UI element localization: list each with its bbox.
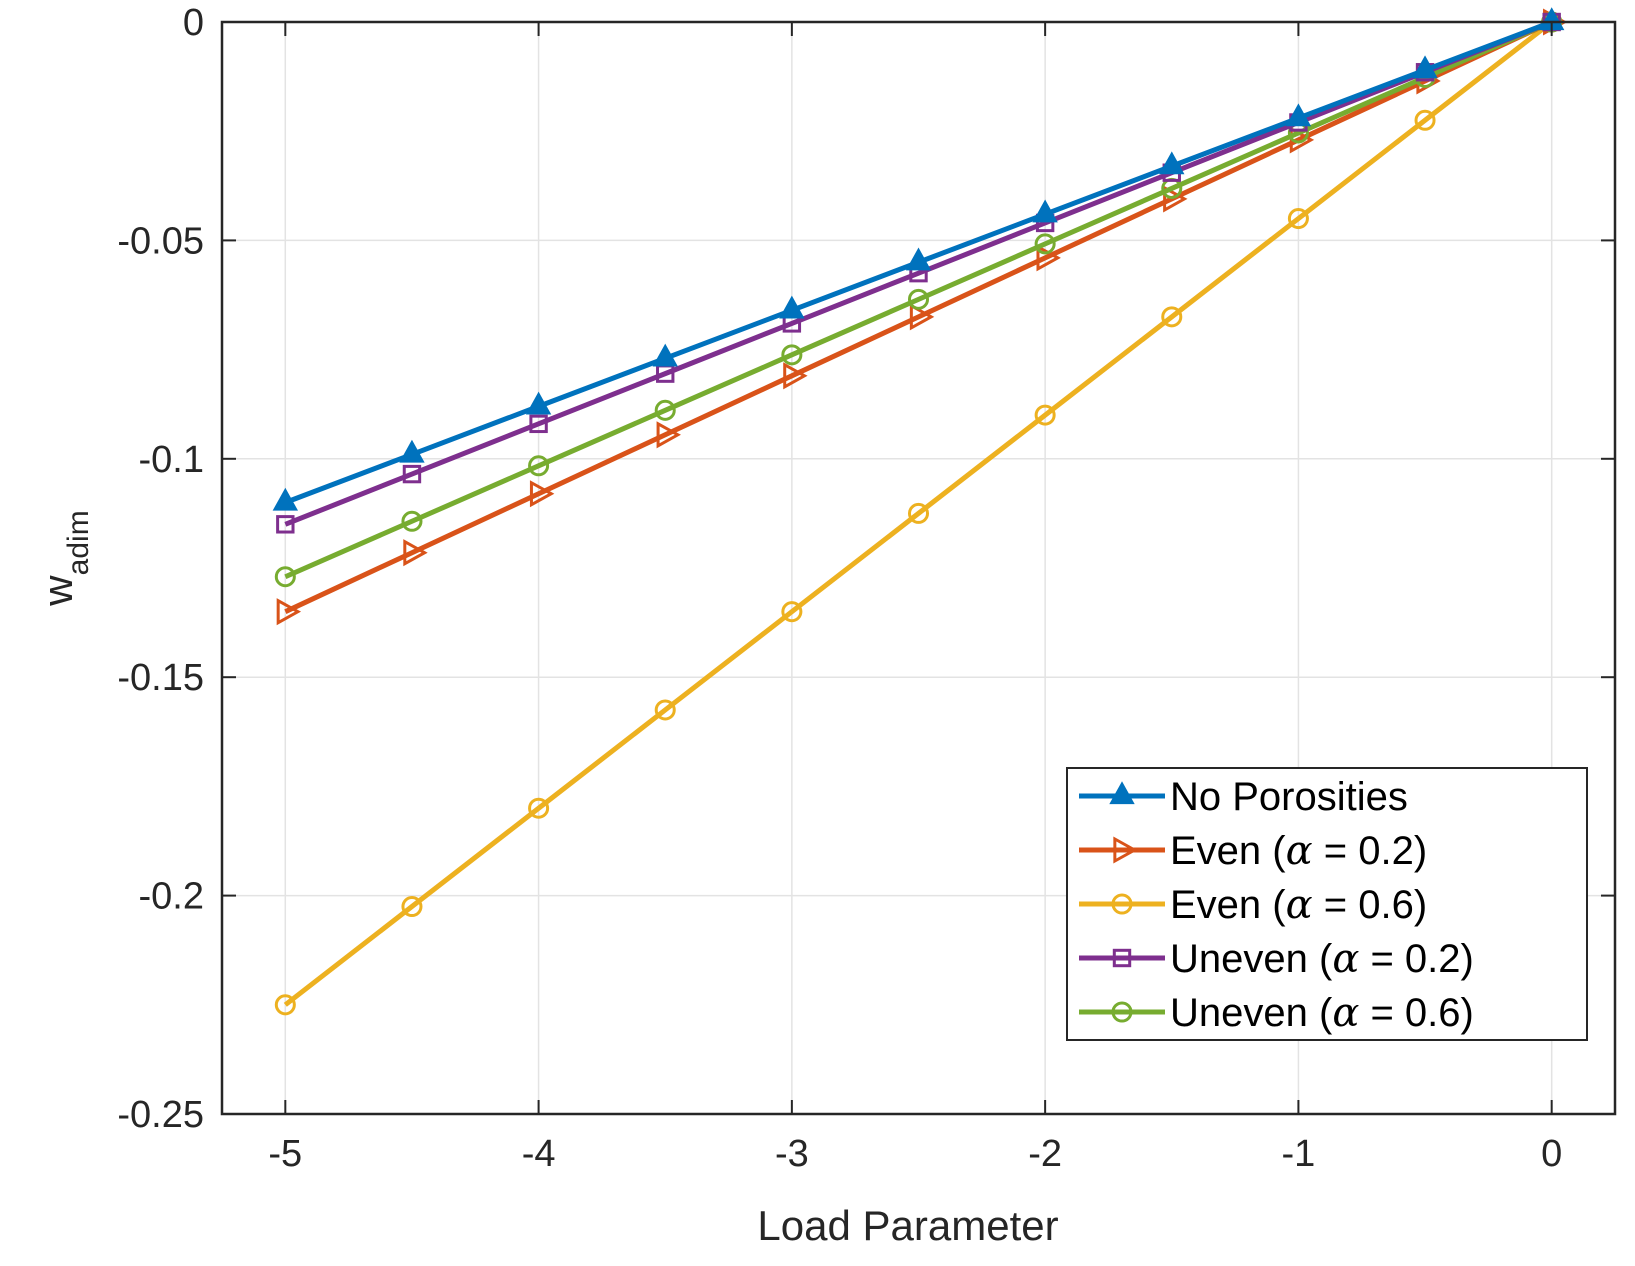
- data-point: [272, 487, 299, 511]
- y-axis-label-main: w: [34, 575, 81, 607]
- legend-label: No Porosities: [1170, 775, 1408, 819]
- x-tick-label: -1: [1282, 1133, 1316, 1175]
- data-point: [401, 896, 423, 918]
- series-line: [284, 19, 1553, 580]
- data-point: [401, 510, 423, 532]
- legend-label-alpha: α: [1332, 936, 1359, 982]
- tick-labels: -5 -4 -3 -2 -1 0 0 -0.05 -0.1 -0.15 -0.2 -0.25: [117, 2, 1562, 1175]
- data-point: [783, 362, 808, 390]
- data-point: [1032, 199, 1058, 223]
- data-point: [1034, 404, 1056, 426]
- legend-label: Even (α = 0.2): [1170, 828, 1427, 874]
- legend-entry: Uneven (α = 0.2): [1079, 936, 1474, 982]
- data-point: [1163, 185, 1188, 213]
- data-point: [652, 343, 678, 367]
- y-axis-label-group: wadim: [34, 510, 95, 606]
- legend-entry: Uneven (α = 0.6): [1079, 990, 1474, 1036]
- legend-label: Uneven (α = 0.2): [1170, 936, 1474, 982]
- data-point: [905, 247, 932, 271]
- legend-label-main: Even (: [1170, 829, 1286, 873]
- y-axis-label-subscript: adim: [62, 510, 95, 575]
- data-point: [399, 439, 425, 463]
- data-point: [529, 414, 548, 434]
- legend-marker: [1109, 781, 1135, 805]
- axes: [220, 20, 1617, 1116]
- data-point: [529, 480, 555, 508]
- legend-label-main: Even (: [1170, 883, 1286, 927]
- legend-label-alpha: α: [1286, 828, 1313, 874]
- y-tick-label: 0: [183, 2, 204, 44]
- legend-marker: [1111, 893, 1133, 915]
- data-point: [274, 566, 296, 588]
- y-tick-label: -0.05: [117, 220, 204, 262]
- legend-entry: No Porosities: [1079, 775, 1408, 819]
- y-tick-label: -0.15: [117, 657, 204, 699]
- data-point: [781, 601, 803, 623]
- legend-marker: [1113, 836, 1138, 864]
- legend-label-rest: = 0.6): [1313, 883, 1428, 927]
- legend-label-rest: = 0.6): [1359, 991, 1474, 1035]
- series-layer: [272, 7, 1568, 1016]
- data-point: [1159, 151, 1185, 175]
- legend-label-alpha: α: [1286, 882, 1313, 928]
- y-tick-label: -0.25: [117, 1094, 204, 1136]
- legend-label-main: Uneven (: [1170, 937, 1333, 981]
- data-point: [656, 421, 681, 449]
- data-point: [1414, 109, 1436, 131]
- data-point: [276, 515, 295, 534]
- data-point: [528, 455, 550, 477]
- data-point: [654, 699, 676, 721]
- series-0: [272, 7, 1565, 511]
- legend-entry: Even (α = 0.6): [1079, 882, 1427, 928]
- legend-marker: [1112, 948, 1132, 968]
- x-axis-label: Load Parameter: [757, 1202, 1058, 1249]
- legend-label-main: Uneven (: [1170, 991, 1333, 1035]
- data-point: [1161, 306, 1183, 328]
- data-point: [907, 288, 930, 310]
- data-point: [1287, 208, 1309, 230]
- x-tick-label: -5: [268, 1133, 302, 1175]
- legend-label-rest: = 0.2): [1313, 829, 1428, 873]
- legend-marker: [1111, 1001, 1133, 1023]
- y-axis-label: wadim: [34, 510, 95, 606]
- series-2: [274, 11, 1563, 1016]
- x-tick-label: -2: [1028, 1133, 1062, 1175]
- data-point: [525, 391, 552, 415]
- legend-entry: Even (α = 0.2): [1079, 828, 1427, 874]
- data-point: [274, 994, 296, 1016]
- y-tick-label: -0.1: [139, 439, 204, 481]
- data-point: [654, 399, 676, 421]
- data-point: [1034, 233, 1056, 255]
- x-tick-label: 0: [1541, 1133, 1562, 1175]
- data-point: [779, 295, 805, 319]
- data-point: [1285, 103, 1312, 127]
- x-tick-label: -3: [775, 1133, 809, 1175]
- axes-box: [220, 20, 1617, 1116]
- data-point: [276, 598, 302, 626]
- series-line: [284, 19, 1553, 614]
- data-point: [403, 539, 428, 567]
- legend-label-main: No Porosities: [1170, 775, 1408, 819]
- series-line: [283, 20, 1554, 1007]
- y-tick-label: -0.2: [139, 876, 204, 918]
- data-point: [909, 303, 935, 331]
- data-point: [781, 344, 803, 366]
- x-tick-label: -4: [522, 1133, 556, 1175]
- data-point: [402, 464, 422, 484]
- data-point: [907, 502, 930, 524]
- legend-label: Uneven (α = 0.6): [1170, 990, 1474, 1036]
- series-line: [284, 19, 1553, 527]
- data-point: [1412, 55, 1438, 79]
- series-4: [274, 11, 1563, 588]
- legend-label-rest: = 0.2): [1359, 937, 1474, 981]
- legend-label: Even (α = 0.6): [1170, 882, 1427, 928]
- data-point: [528, 797, 550, 819]
- legend-label-alpha: α: [1332, 990, 1359, 1036]
